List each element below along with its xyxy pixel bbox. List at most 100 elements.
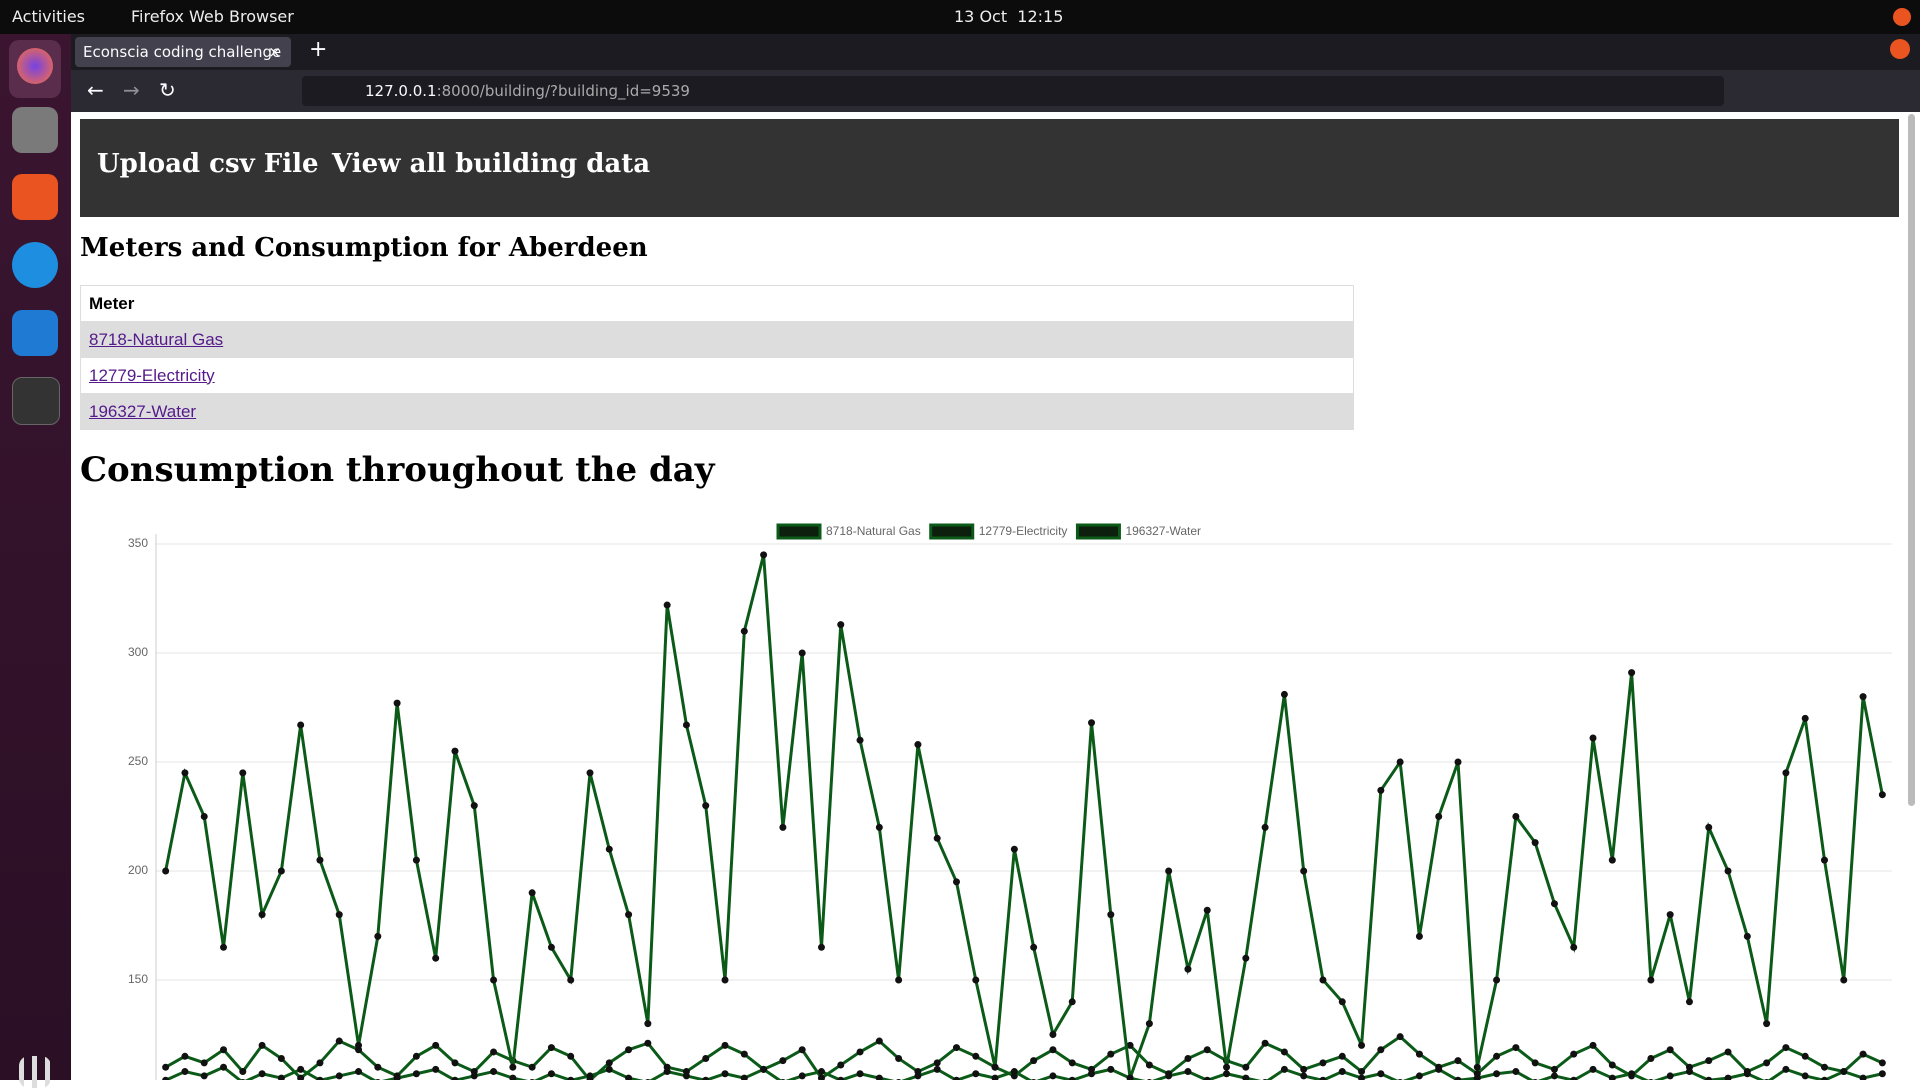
app-menu[interactable]: Firefox Web Browser [131, 7, 294, 26]
data-point [1628, 1070, 1636, 1078]
data-point [933, 1065, 941, 1073]
legend-label: 196327-Water [1125, 524, 1201, 538]
data-point [200, 1059, 208, 1067]
data-point [316, 856, 324, 864]
series-line [164, 1034, 1883, 1080]
url-bar[interactable]: 127.0.0.1:8000/building/?building_id=953… [302, 76, 1724, 106]
data-point [374, 932, 382, 940]
y-tick-label: 200 [128, 863, 148, 877]
data-point [567, 1052, 575, 1060]
data-point [297, 1074, 305, 1080]
terminal-icon[interactable] [12, 377, 60, 425]
data-point [1088, 1070, 1096, 1078]
meter-link[interactable]: 196327-Water [89, 401, 197, 421]
table-cell: 8718-Natural Gas [80, 321, 1354, 358]
data-point [1705, 1057, 1713, 1065]
legend-swatch [776, 523, 822, 540]
scrollbar[interactable] [1908, 114, 1915, 806]
data-point [547, 1044, 555, 1052]
data-point [1859, 1074, 1867, 1080]
data-point [644, 1020, 652, 1028]
data-point [239, 769, 247, 777]
data-point [1724, 1048, 1732, 1056]
power-indicator[interactable] [1893, 8, 1911, 26]
data-point [1030, 1057, 1038, 1065]
data-point [162, 1076, 170, 1080]
data-point [1512, 813, 1520, 820]
data-point [702, 802, 710, 810]
data-point [393, 1074, 401, 1080]
nav-link[interactable]: Upload csv File [97, 149, 319, 179]
window-close[interactable] [1890, 39, 1910, 59]
data-point [1454, 758, 1462, 766]
help-icon[interactable] [12, 242, 58, 288]
clock[interactable]: 13 Oct 12:15 [954, 7, 1064, 26]
meter-link[interactable]: 12779-Electricity [89, 365, 215, 385]
data-point [200, 813, 208, 820]
data-point [856, 1048, 864, 1056]
data-point [1763, 1059, 1771, 1067]
data-point [162, 867, 170, 875]
legend-swatch [929, 523, 975, 540]
tab-title: Econscia coding challenge [83, 43, 282, 61]
data-point [1647, 1054, 1655, 1062]
table-header-row: Meter [80, 285, 1354, 322]
data-point [1358, 1074, 1366, 1080]
firefox-icon[interactable] [9, 40, 61, 98]
data-point [721, 976, 729, 984]
data-point [1377, 786, 1385, 794]
data-point [895, 976, 903, 984]
data-point [1358, 1068, 1366, 1076]
chart-title: Consumption throughout the day [80, 450, 715, 490]
data-point [432, 1041, 440, 1049]
data-point [1666, 911, 1674, 919]
data-point [181, 769, 189, 777]
data-point [779, 1057, 787, 1065]
tab[interactable]: Econscia coding challenge × [75, 37, 291, 67]
data-point [220, 943, 228, 951]
meter-link[interactable]: 8718-Natural Gas [89, 329, 224, 349]
back-button[interactable]: ← [87, 78, 104, 102]
data-point [162, 1063, 170, 1071]
data-point [856, 1070, 864, 1078]
data-point [1724, 1074, 1732, 1080]
data-point [1821, 1076, 1828, 1080]
data-point [798, 1046, 806, 1054]
data-point [1068, 998, 1076, 1006]
data-point [470, 802, 478, 810]
forward-button[interactable]: → [123, 78, 140, 102]
data-point [798, 1072, 806, 1080]
data-point [1223, 1070, 1231, 1078]
data-point [1473, 1074, 1481, 1080]
data-point [625, 911, 633, 919]
data-point [1589, 734, 1597, 742]
data-point [1705, 1076, 1713, 1080]
vscode-icon[interactable] [12, 310, 58, 356]
page-heading: Meters and Consumption for Aberdeen [80, 233, 648, 263]
data-point [412, 856, 420, 864]
data-point [1184, 1054, 1192, 1062]
data-point [297, 721, 305, 729]
nav-link[interactable]: View all building data [332, 149, 651, 179]
data-point [1319, 1059, 1327, 1067]
series-line [164, 554, 1884, 1079]
data-point [316, 1059, 324, 1067]
data-point [682, 721, 690, 729]
tab-close[interactable]: × [268, 43, 281, 61]
y-tick-label: 250 [128, 754, 148, 768]
software-icon[interactable] [12, 174, 58, 220]
data-point [1801, 1072, 1809, 1080]
files-icon[interactable] [12, 107, 58, 153]
new-tab[interactable]: + [309, 37, 328, 62]
activities[interactable]: Activities [12, 7, 85, 26]
reload-button[interactable]: ↻ [159, 78, 176, 102]
data-point [682, 1072, 690, 1080]
apps-grid[interactable] [19, 1056, 51, 1088]
data-point [490, 1048, 498, 1056]
data-point [605, 1059, 613, 1067]
data-point [740, 627, 748, 635]
data-point [817, 1074, 825, 1080]
data-point [663, 601, 671, 609]
data-point [1531, 839, 1539, 847]
data-point [239, 1068, 247, 1076]
